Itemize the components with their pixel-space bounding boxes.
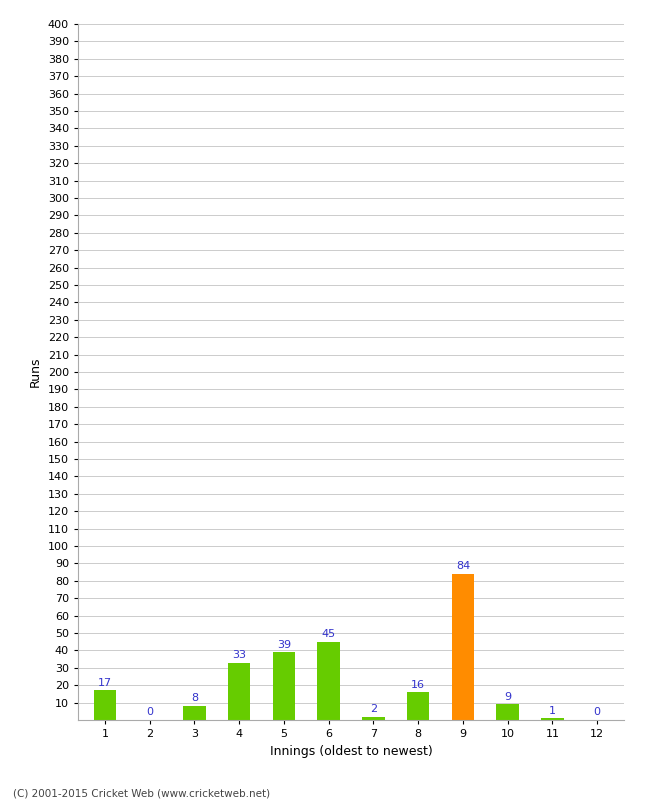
Y-axis label: Runs: Runs — [29, 357, 42, 387]
Text: 39: 39 — [277, 639, 291, 650]
Bar — [94, 690, 116, 720]
Text: 33: 33 — [232, 650, 246, 660]
Bar — [228, 662, 250, 720]
Text: 84: 84 — [456, 562, 470, 571]
Text: 17: 17 — [98, 678, 112, 688]
Text: 0: 0 — [146, 707, 153, 718]
Text: 2: 2 — [370, 704, 377, 714]
Text: (C) 2001-2015 Cricket Web (www.cricketweb.net): (C) 2001-2015 Cricket Web (www.cricketwe… — [13, 788, 270, 798]
Text: 16: 16 — [411, 679, 425, 690]
Bar — [183, 706, 205, 720]
Bar — [452, 574, 474, 720]
Text: 1: 1 — [549, 706, 556, 716]
Bar — [541, 718, 564, 720]
X-axis label: Innings (oldest to newest): Innings (oldest to newest) — [270, 745, 432, 758]
Text: 9: 9 — [504, 692, 511, 702]
Bar — [317, 642, 340, 720]
Bar — [407, 692, 429, 720]
Bar — [362, 717, 385, 720]
Bar — [497, 704, 519, 720]
Text: 45: 45 — [322, 629, 335, 639]
Text: 0: 0 — [593, 707, 601, 718]
Text: 8: 8 — [191, 694, 198, 703]
Bar — [273, 652, 295, 720]
